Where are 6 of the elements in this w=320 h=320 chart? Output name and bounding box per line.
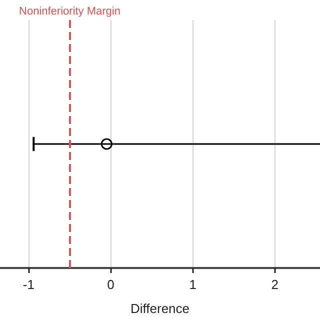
ref-line-label: Noninferiority Margin: [19, 6, 120, 18]
x-axis-title: Difference: [130, 301, 190, 316]
x-tick-label: 2: [271, 277, 278, 292]
x-tick-label: 1: [189, 277, 196, 292]
x-tick-label: 0: [107, 277, 114, 292]
x-tick-label: -1: [22, 277, 34, 292]
